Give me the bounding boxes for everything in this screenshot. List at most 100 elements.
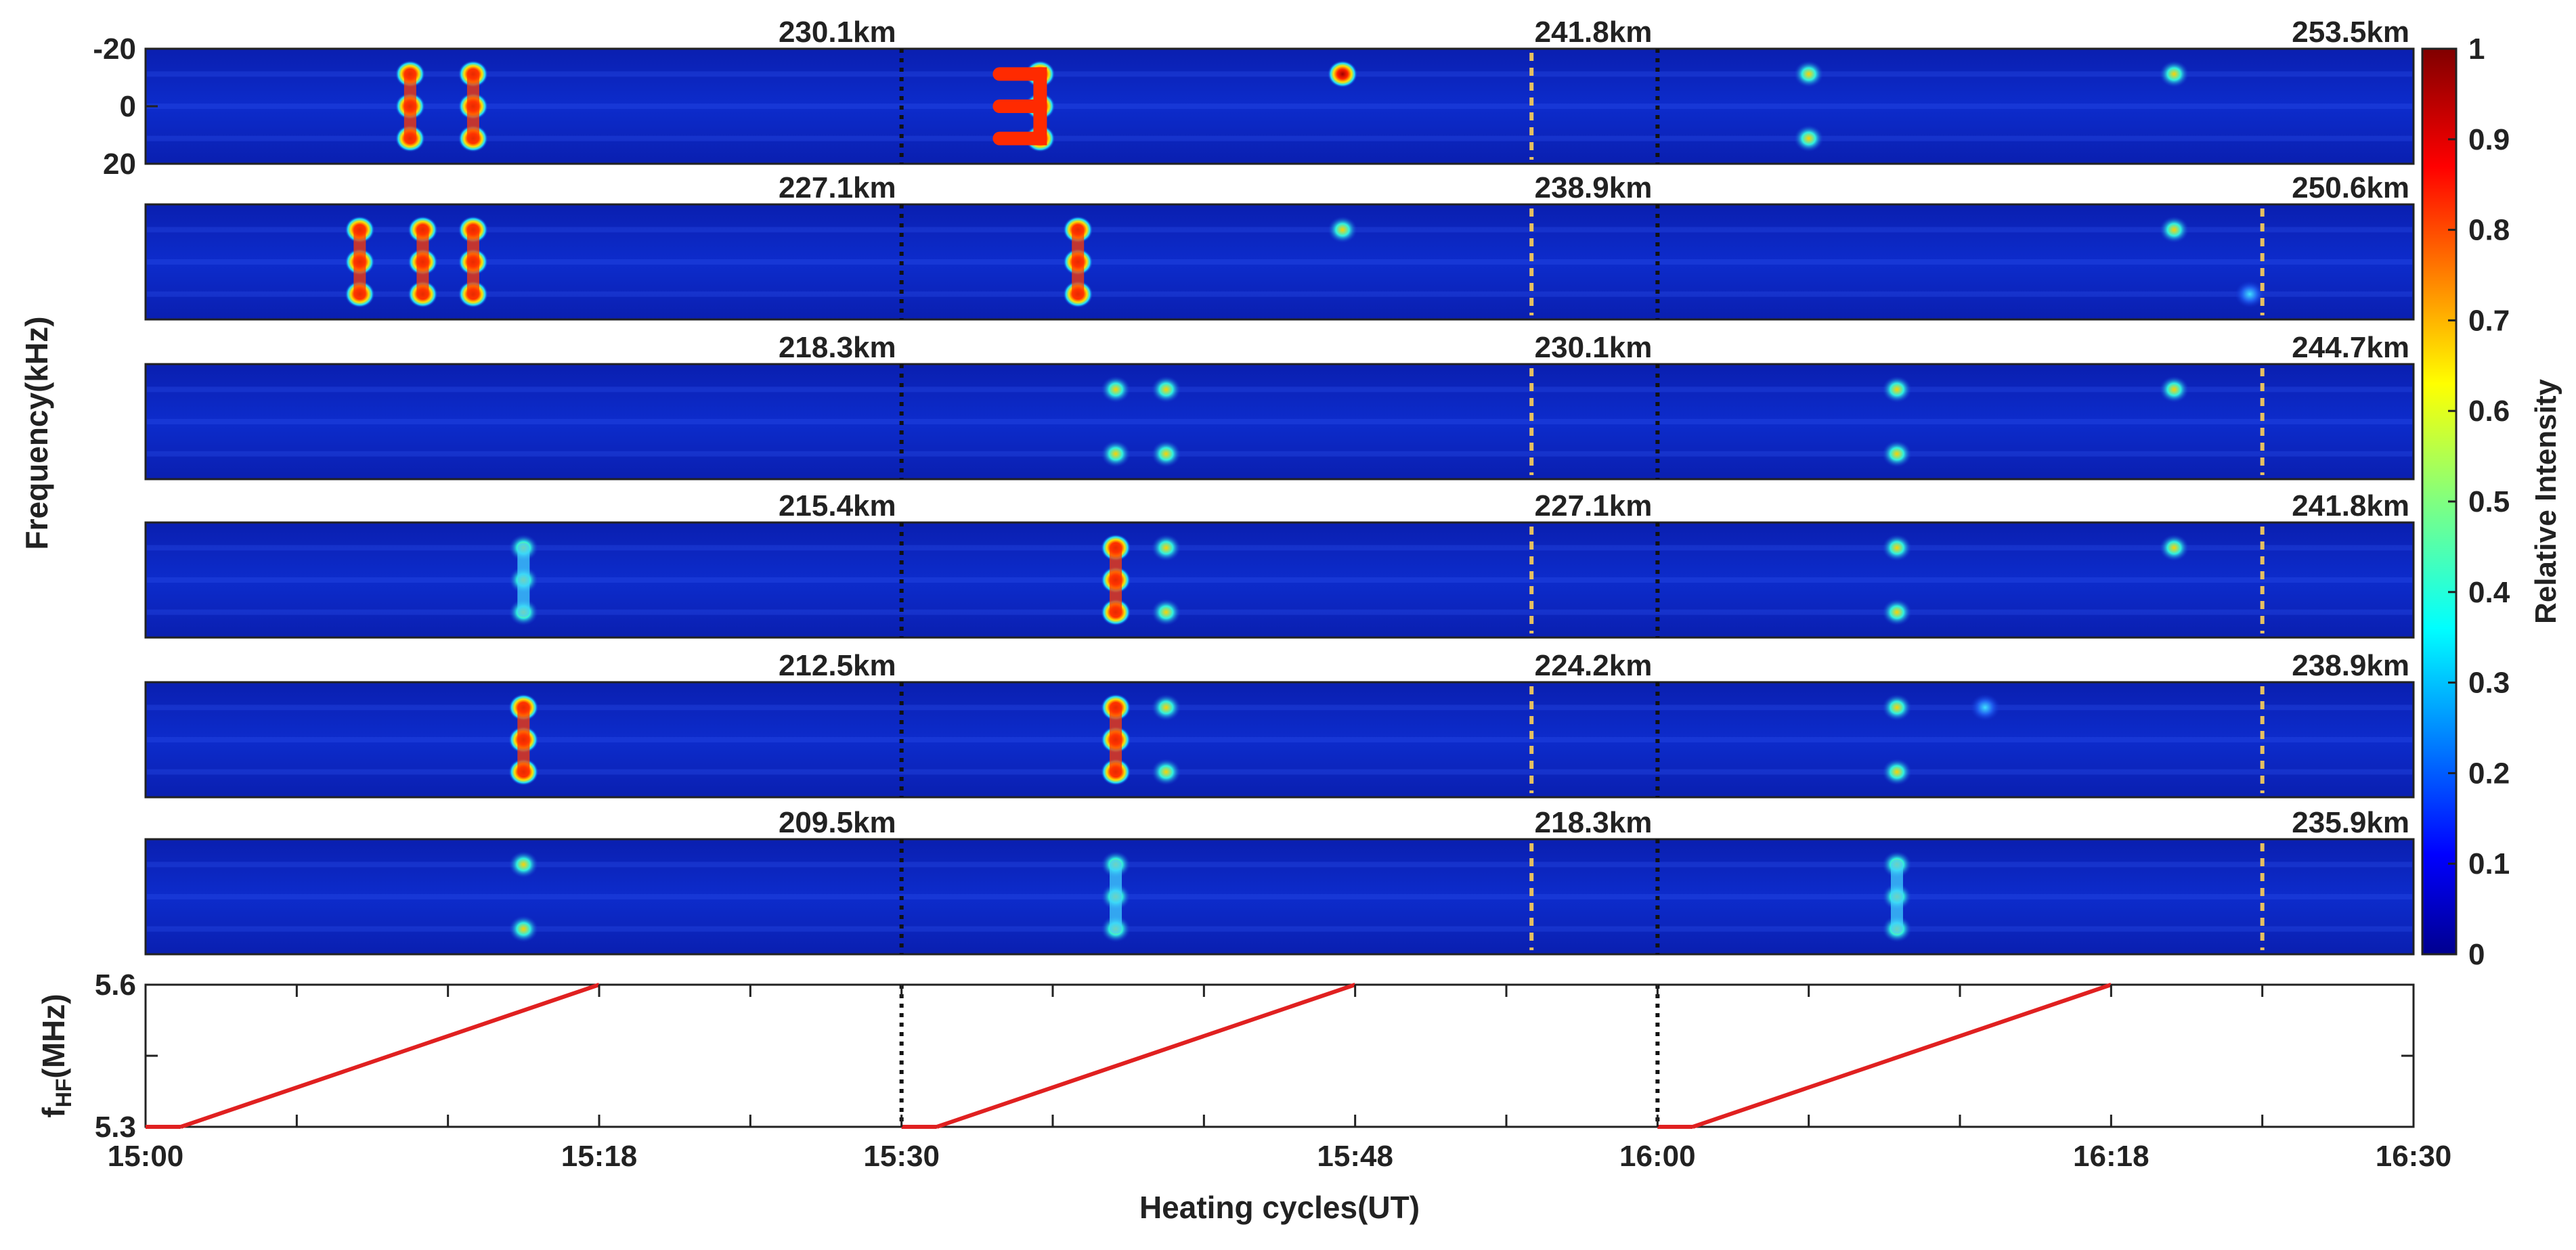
altitude-label: 253.5km	[2292, 16, 2409, 49]
echo-column	[1110, 860, 1122, 934]
colorbar: 0 0.1 0.2 0.3 0.4 0.5 0.6 0.7 0.8 0.9 1	[2421, 32, 2510, 971]
altitude-label: 218.3km	[779, 331, 896, 364]
spectrogram-panel: 215.4km 227.1km 241.8km	[144, 489, 2415, 639]
hf-sweep-line	[1692, 983, 2112, 1129]
echo-spot	[1793, 125, 1824, 152]
panel-background	[144, 203, 2415, 321]
sideband-band	[147, 545, 2412, 551]
y-axis-label: Frequency(kHz)	[19, 316, 54, 550]
altitude-label: 241.8km	[2292, 489, 2409, 522]
altitude-label: 227.1km	[1535, 489, 1653, 522]
echo-column	[466, 225, 479, 299]
x-tick-label: 15:30	[863, 1140, 940, 1173]
echo-spot	[1881, 376, 1912, 403]
echo-column	[1110, 702, 1122, 777]
sideband-band	[147, 737, 2412, 742]
echo-hook	[992, 67, 1047, 146]
altitude-label: 227.1km	[779, 171, 896, 204]
sideband-band	[147, 577, 2412, 583]
echo-spot	[1151, 534, 1181, 562]
echo-spot	[1328, 216, 1358, 244]
colorbar-tick-label: 0.9	[2468, 123, 2510, 156]
echo-spot	[2159, 534, 2189, 562]
x-tick-label: 16:00	[1619, 1140, 1696, 1173]
altitude-label: 238.9km	[1535, 171, 1653, 204]
colorbar-tick-label: 0	[2468, 938, 2485, 971]
echo-spot	[1151, 758, 1181, 786]
echo-spot	[508, 915, 539, 943]
altitude-label: 244.7km	[2292, 331, 2409, 364]
axis-labels: Frequency(kHz) Heating cycles(UT) Relati…	[19, 316, 2562, 1225]
altitude-label: 224.2km	[1535, 649, 1653, 682]
altitude-label: 212.5km	[779, 649, 896, 682]
hf-sweep-line	[180, 983, 600, 1129]
hf-y-tick-label: 5.3	[95, 1111, 136, 1144]
echo-column	[466, 69, 479, 143]
colorbar-tick-label: 0.2	[2468, 757, 2510, 790]
sideband-band	[147, 386, 2412, 393]
x-tick-label: 16:30	[2376, 1140, 2452, 1173]
altitude-label: 215.4km	[779, 489, 896, 522]
colorbar-tick-label: 0.4	[2468, 576, 2510, 609]
spectrogram-panel: 230.1km 241.8km 253.5km	[144, 16, 2415, 165]
altitude-label: 238.9km	[2292, 649, 2409, 682]
x-tick-label: 16:18	[2073, 1140, 2149, 1173]
echo-column	[353, 225, 366, 299]
sideband-band	[147, 769, 2412, 775]
colorbar-tick-label: 0.8	[2468, 214, 2510, 247]
sideband-band	[147, 71, 2412, 77]
colorbar-tick-label: 0.7	[2468, 304, 2510, 337]
x-tick-label: 15:48	[1317, 1140, 1393, 1173]
echo-spot	[1101, 376, 1131, 403]
sideband-band	[147, 227, 2412, 233]
echo-spot	[1101, 440, 1131, 468]
echo-spot	[2159, 216, 2189, 244]
sideband-band	[147, 609, 2412, 615]
echo-spot	[2159, 60, 2189, 88]
panel-background	[144, 363, 2415, 481]
y-tick-label: -20	[93, 32, 136, 66]
colorbar-tick-label: 0.3	[2468, 667, 2510, 700]
y-tick-label: 20	[103, 148, 136, 181]
echo-spot	[1328, 60, 1358, 88]
sideband-band	[147, 291, 2412, 297]
sideband-band	[147, 104, 2412, 109]
altitude-label: 250.6km	[2292, 171, 2409, 204]
altitude-label: 218.3km	[1535, 806, 1653, 839]
hf-frame	[144, 983, 2415, 1128]
x-axis: 15:00 15:18 15:30 15:48 16:00 16:18 16:30	[108, 985, 2452, 1173]
echo-column	[1110, 543, 1122, 617]
altitude-label: 209.5km	[779, 806, 896, 839]
colorbar-tick-label: 0.6	[2468, 395, 2510, 428]
hf-y-axis-label: fHF(MHz)	[36, 994, 76, 1117]
echo-column	[403, 69, 416, 143]
echo-column	[1072, 225, 1085, 299]
echo-spot	[1151, 440, 1181, 468]
echo-spot	[508, 851, 539, 878]
colorbar-tick-label: 0.5	[2468, 485, 2510, 518]
echo-spot	[1881, 440, 1912, 468]
sideband-band	[147, 705, 2412, 711]
spectrogram-panel: 212.5km 224.2km 238.9km	[144, 649, 2415, 799]
echo-spot	[1970, 694, 2001, 721]
echo-spot	[1151, 376, 1181, 403]
panel-background	[144, 47, 2415, 165]
colorbar-tick-label: 1	[2468, 32, 2485, 66]
sideband-band	[147, 926, 2412, 932]
sideband-band	[147, 259, 2412, 265]
spectrogram-panel: 218.3km 230.1km 244.7km	[144, 331, 2415, 481]
sideband-band	[147, 451, 2412, 457]
colorbar-tick-label: 0.1	[2468, 847, 2510, 880]
echo-spot	[1881, 598, 1912, 626]
hf-ylabel-main: f	[36, 1107, 71, 1118]
hf-y-tick-label: 5.6	[95, 968, 136, 1002]
hf-sweep-line	[936, 983, 1356, 1129]
heating-frequency-panel: 5.3 5.6	[95, 968, 2415, 1144]
hf-ylabel-unit: (MHz)	[36, 994, 71, 1078]
echo-column	[416, 225, 429, 299]
altitude-label: 230.1km	[779, 16, 896, 49]
sideband-band	[147, 894, 2412, 899]
altitude-label: 235.9km	[2292, 806, 2409, 839]
altitude-label: 241.8km	[1535, 16, 1653, 49]
